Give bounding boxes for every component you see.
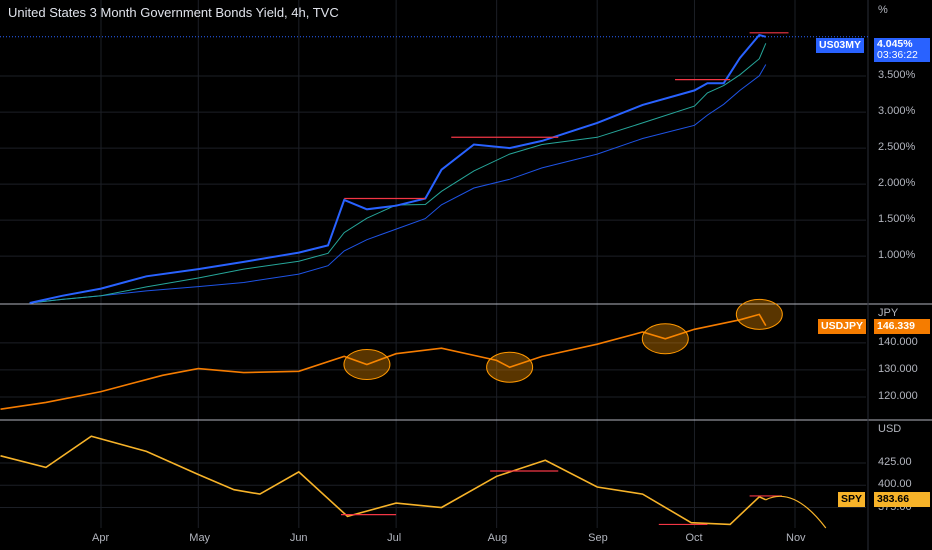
usdjpy-dip-highlight [486,351,534,383]
x-axis-label: Jul [387,532,402,544]
usdjpy-unit-label: JPY [878,307,899,319]
yield-tick-label: 3.000% [878,105,916,118]
yield-tick-label: 1.000% [878,249,916,262]
yield-tick-label: 3.500% [878,69,916,82]
usdjpy-last-value-tag: 146.339 [874,319,930,334]
usdjpy-tick-label: 120.000 [878,390,918,403]
x-axis-label: May [189,532,211,544]
yield-last-value-tag: 4.045% 03:36:22 [874,38,930,62]
yield-tick-label: 2.500% [878,141,916,154]
chart-title: United States 3 Month Government Bonds Y… [8,5,339,20]
x-axis-label: Oct [685,532,703,544]
yield-last-value: 4.045% [877,38,913,50]
usdjpy-tick-label: 140.000 [878,335,918,348]
yield-tick-label: 1.500% [878,213,916,226]
yield-unit-label: % [878,4,888,16]
spy-unit-label: USD [878,423,902,435]
spy-last-value-tag: 383.66 [874,492,930,507]
usdjpy-line [0,313,767,410]
x-axis-label: Aug [487,532,508,544]
yield-fast-ma-line [29,43,767,304]
usdjpy-dip-highlight [641,323,689,355]
usdjpy-tick-label: 130.000 [878,362,918,375]
usdjpy-dip-highlight [735,298,783,330]
yield-tick-label: 2.000% [878,177,916,190]
usdjpy-symbol-tag: USDJPY [818,319,867,334]
us03my-symbol-tag: US03MY [816,38,865,53]
yield-countdown: 03:36:22 [877,49,918,61]
spy-projection-line [765,495,827,529]
x-axis-label: Nov [786,532,806,544]
usdjpy-dip-highlight [343,349,391,380]
spy-line [0,435,767,526]
spy-tick-label: 425.00 [878,455,912,468]
x-axis-label: Apr [92,532,110,544]
yield-slow-ma-line [29,64,767,304]
yield-line [29,33,767,304]
x-axis-label: Sep [588,532,608,544]
x-axis-label: Jun [289,532,308,544]
spy-tick-label: 400.00 [878,478,912,491]
spy-symbol-tag: SPY [838,492,866,507]
